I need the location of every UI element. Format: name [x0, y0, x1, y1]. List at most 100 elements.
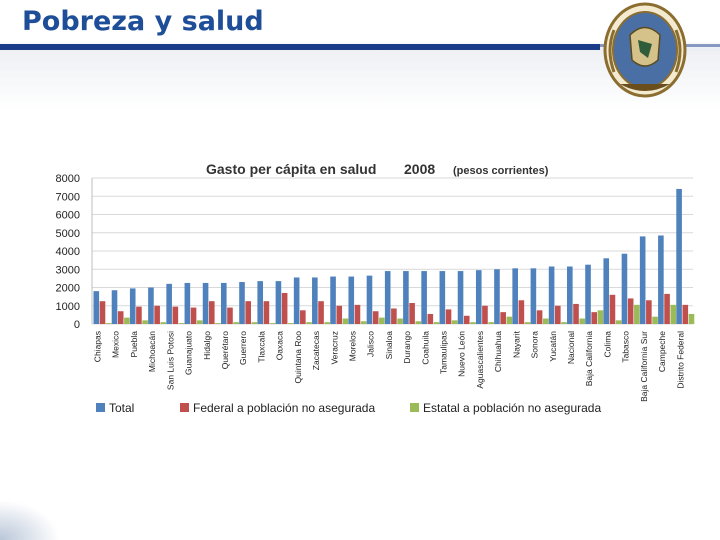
legend-swatch-federal: [180, 403, 189, 412]
bar-federal: [263, 301, 270, 324]
bar-total: [202, 282, 209, 324]
bar-estatal: [579, 318, 586, 324]
y-tick-label: 4000: [56, 246, 80, 258]
x-tick-label: Nuevo León: [457, 331, 467, 377]
x-tick-label: Veracruz: [329, 331, 339, 365]
legend-label: Federal a población no asegurada: [193, 401, 375, 415]
bar-total: [494, 269, 500, 324]
y-tick-label: 6000: [56, 210, 80, 222]
y-tick-label: 3000: [56, 264, 80, 276]
bar-federal: [445, 309, 452, 324]
bar-estatal: [251, 322, 258, 324]
bar-estatal: [196, 320, 203, 324]
bar-federal: [372, 311, 379, 324]
x-tick-label: Yucatán: [548, 331, 558, 362]
bar-total: [658, 235, 664, 324]
bar-federal: [318, 301, 324, 324]
bar-total: [457, 271, 464, 324]
bar-total: [621, 253, 628, 324]
bar-total: [330, 276, 336, 324]
bar-federal: [300, 310, 306, 324]
bar-total: [567, 266, 573, 324]
bar-estatal: [306, 322, 312, 324]
bar-estatal: [634, 304, 640, 324]
y-tick-label: 0: [74, 319, 80, 331]
x-tick-label: Tabasco: [621, 331, 631, 363]
x-tick-label: Campeche: [657, 331, 667, 372]
chart-subtitle: (pesos corrientes): [453, 165, 549, 177]
bar-federal: [208, 301, 215, 324]
bar-total: [184, 282, 191, 324]
bar-federal: [664, 293, 670, 324]
bar-federal: [336, 305, 343, 324]
bar-total: [548, 266, 555, 324]
bar-estatal: [105, 323, 112, 324]
bar-federal: [391, 308, 397, 324]
bar-total: [475, 270, 482, 324]
y-tick-label: 2000: [56, 283, 80, 295]
bar-estatal: [488, 322, 494, 324]
bar-total: [512, 268, 518, 324]
x-tick-label: Michoacán: [147, 331, 157, 372]
bar-total: [111, 290, 118, 324]
x-tick-label: Colima: [602, 331, 612, 358]
bar-federal: [536, 310, 543, 324]
slide-title: Pobreza y salud: [22, 6, 264, 37]
x-tick-label: Tamaulipas: [439, 331, 449, 374]
university-crest-logo: [603, 2, 687, 98]
x-tick-label: Jalisco: [366, 331, 376, 357]
bar-federal: [245, 301, 251, 324]
bar-estatal: [215, 323, 221, 324]
slide-header: [0, 0, 720, 50]
bar-federal: [500, 312, 506, 324]
legend-label: Total: [109, 401, 134, 415]
chart-svg: Gasto per cápita en salud 2008 (pesos corr…: [56, 161, 695, 415]
bar-total: [348, 276, 355, 324]
bar-total: [148, 287, 154, 324]
x-tick-label: Guerrero: [238, 331, 248, 365]
x-tick-label: Puebla: [129, 331, 139, 358]
bar-estatal: [561, 322, 567, 324]
bar-total: [676, 188, 682, 324]
chart-title-year: 2008: [404, 161, 435, 177]
bar-total: [403, 271, 409, 324]
x-tick-label: Guanajuato: [184, 331, 194, 375]
header-divider: [0, 44, 600, 50]
x-tick-label: Chiapas: [93, 331, 103, 362]
bar-total: [93, 291, 100, 324]
bar-federal: [555, 305, 561, 324]
bar-estatal: [524, 322, 531, 324]
bar-federal: [409, 303, 415, 324]
y-tick-label: 1000: [56, 301, 80, 313]
x-tick-label: Oaxaca: [275, 331, 285, 361]
bar-estatal: [542, 318, 549, 324]
x-tick-label: Tlaxcala: [256, 331, 266, 363]
x-tick-label: Sinaloa: [384, 331, 394, 360]
bar-federal: [354, 304, 361, 324]
bar-estatal: [142, 320, 148, 324]
chart-title: Gasto per cápita en salud: [206, 161, 376, 177]
bar-federal: [117, 311, 124, 324]
bar-estatal: [379, 317, 385, 324]
bar-total: [275, 281, 282, 324]
bar-estatal: [160, 322, 167, 324]
x-tick-label: Durango: [402, 331, 412, 364]
bar-estatal: [597, 310, 604, 324]
bar-federal: [281, 292, 288, 324]
x-tick-label: Morelos: [347, 331, 357, 361]
bar-federal: [591, 312, 598, 324]
bar-total: [421, 271, 427, 324]
bar-estatal: [397, 318, 403, 324]
x-tick-label: San Luis Potosi: [165, 331, 175, 390]
x-tick-label: Hidalgo: [202, 331, 212, 360]
bar-total: [239, 282, 245, 324]
bar-estatal: [124, 317, 130, 324]
bar-total: [366, 275, 373, 324]
bar-estatal: [342, 318, 349, 324]
bar-total: [530, 268, 537, 324]
bar-federal: [573, 303, 579, 324]
bar-federal: [609, 294, 616, 324]
bar-federal: [518, 300, 525, 324]
bar-total: [220, 282, 227, 324]
bar-total: [439, 271, 446, 324]
